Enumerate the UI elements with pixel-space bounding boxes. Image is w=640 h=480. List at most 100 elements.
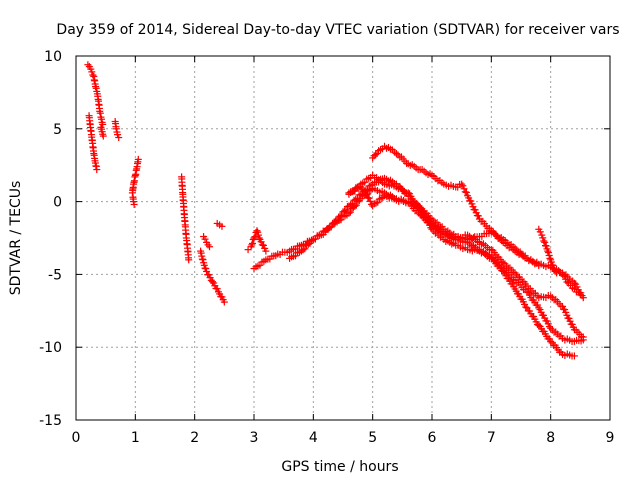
x-tick-label: 4 (309, 430, 318, 446)
point-layer (84, 61, 587, 360)
data-point (499, 259, 507, 267)
data-point (404, 189, 412, 197)
data-point-trail (306, 239, 314, 247)
x-tick-label: 1 (131, 430, 140, 446)
series-s6 (129, 193, 138, 209)
data-point-trail (459, 182, 467, 190)
data-point-trail (352, 201, 360, 209)
data-point-trail (563, 278, 571, 286)
data-point (544, 247, 552, 255)
x-tick-label: 2 (190, 430, 199, 446)
x-tick-label: 6 (428, 430, 437, 446)
series-s10 (213, 219, 226, 230)
data-point-trail (366, 197, 374, 205)
data-point-trail (89, 71, 97, 79)
y-tick-label: 5 (53, 122, 62, 138)
data-point-trail (546, 254, 554, 262)
chart-title: Day 359 of 2014, Sidereal Day-to-day VTE… (56, 22, 619, 38)
data-point-trail (365, 194, 373, 202)
x-tick-label: 0 (72, 430, 81, 446)
data-point (535, 321, 543, 329)
x-axis-label: GPS time / hours (281, 459, 398, 475)
data-point-trail (462, 188, 470, 196)
data-point (499, 267, 507, 275)
y-tick-label: 10 (44, 49, 62, 65)
data-point-trail (299, 246, 307, 254)
data-point-trail (257, 238, 265, 246)
data-point-trail (367, 186, 375, 194)
data-point (541, 238, 549, 246)
data-point (218, 222, 226, 230)
data-point-trail (551, 267, 559, 275)
data-point-trail (549, 261, 557, 269)
data-point-trail (308, 236, 316, 244)
data-point-trail (358, 192, 366, 200)
data-point-trail (201, 235, 209, 243)
x-tick-label: 3 (250, 430, 259, 446)
data-point (416, 211, 424, 219)
data-point-trail (540, 237, 548, 245)
data-point (576, 291, 584, 299)
data-point (535, 304, 543, 312)
series-s16 (369, 142, 587, 302)
data-point-trail (374, 198, 382, 206)
data-point (547, 292, 555, 300)
data-point (185, 256, 193, 264)
grid-layer (76, 56, 610, 420)
series-s11 (244, 227, 270, 255)
data-point (392, 150, 400, 158)
x-tick-label: 9 (606, 430, 615, 446)
data-point-trail (248, 241, 256, 249)
data-point-trail (372, 151, 380, 159)
data-point (93, 166, 101, 174)
data-point-trail (375, 195, 383, 203)
data-point-trail (536, 228, 544, 236)
data-point (487, 227, 495, 235)
y-tick-label: -15 (39, 413, 62, 429)
plot-frame (75, 55, 611, 421)
y-axis-label: SDTVAR / TECUs (8, 181, 24, 296)
data-point-trail (460, 185, 468, 193)
data-point (547, 337, 555, 345)
series-s1 (84, 61, 107, 128)
data-point (253, 227, 261, 235)
data-point (208, 278, 216, 286)
data-point-trail (342, 206, 350, 214)
data-point-trail (255, 234, 263, 242)
data-point (134, 155, 142, 163)
data-point-trail (354, 198, 362, 206)
data-point-trail (426, 220, 434, 228)
data-point (115, 134, 123, 142)
data-point (99, 132, 107, 140)
series-s4 (111, 118, 123, 142)
series-s2 (85, 112, 101, 174)
data-point (363, 190, 371, 198)
data-point-trail (474, 212, 482, 220)
series-s8 (197, 247, 228, 306)
data-point (570, 352, 578, 360)
data-point-trail (88, 68, 96, 76)
data-point (345, 209, 353, 217)
data-point-trail (301, 245, 309, 253)
data-point (220, 298, 228, 306)
data-point-trail (509, 276, 517, 284)
data-point-trail (498, 237, 506, 245)
data-point-trail (249, 239, 257, 247)
data-point-trail (259, 241, 267, 249)
series-s3 (97, 123, 107, 140)
y-tick-label: 0 (53, 195, 62, 211)
x-tick-label: 5 (368, 430, 377, 446)
data-point-trail (379, 194, 387, 202)
data-point-trail (346, 208, 354, 216)
series-s9 (200, 233, 213, 251)
data-point-trail (370, 200, 378, 208)
y-tick-label: -5 (48, 267, 62, 283)
data-point (458, 180, 466, 188)
series-s5 (128, 155, 142, 197)
series-s7 (178, 173, 193, 264)
data-point-trail (539, 234, 547, 242)
data-point-trail (372, 199, 380, 207)
data-point (206, 243, 213, 251)
x-tick-label: 8 (546, 430, 555, 446)
